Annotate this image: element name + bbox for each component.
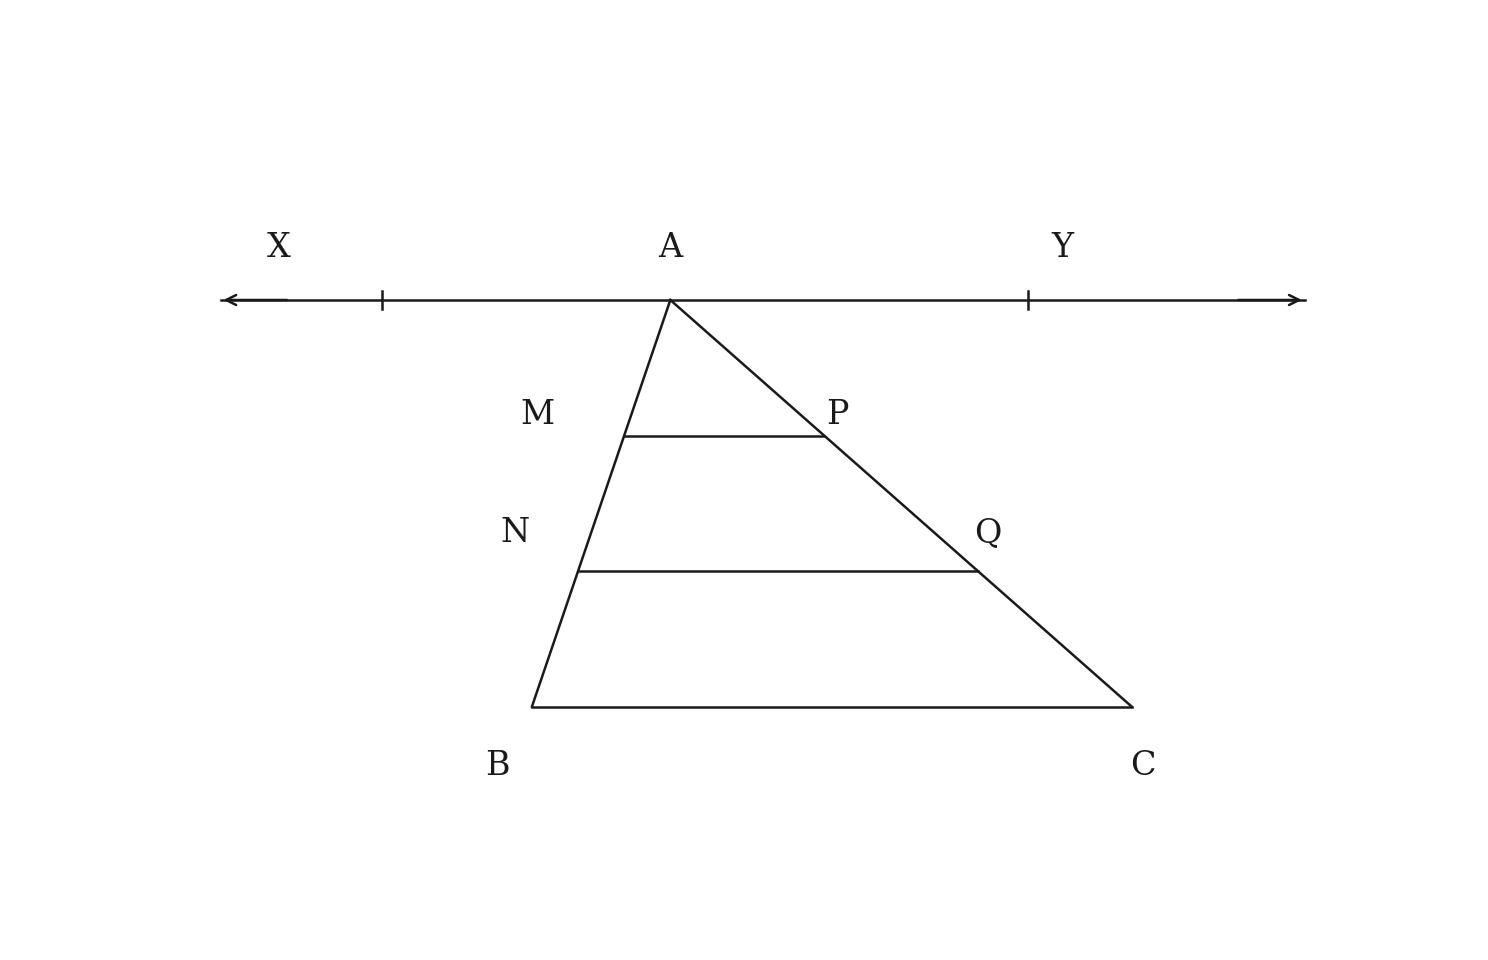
Text: P: P [826, 398, 848, 431]
Text: C: C [1131, 750, 1156, 781]
Text: M: M [521, 398, 555, 431]
Text: Q: Q [973, 516, 1001, 549]
Text: Y: Y [1052, 232, 1073, 264]
Text: N: N [500, 516, 530, 549]
Text: A: A [658, 232, 683, 264]
Text: X: X [266, 232, 290, 264]
Text: B: B [485, 750, 509, 781]
